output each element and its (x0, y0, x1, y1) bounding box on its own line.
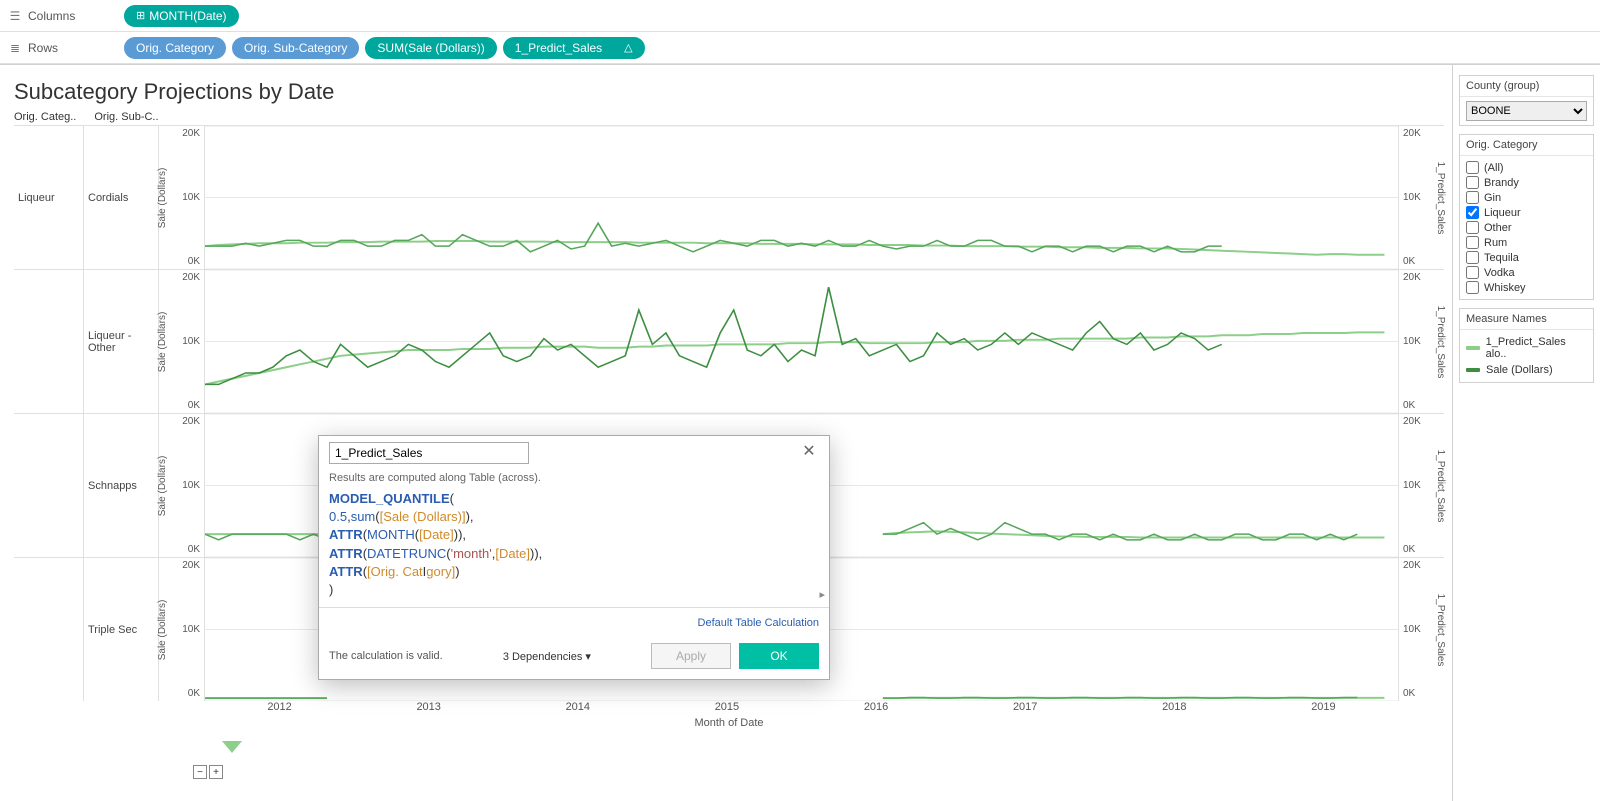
category-label (14, 270, 84, 413)
x-axis-year: 2019 (1249, 701, 1398, 713)
calculation-status: The calculation is valid. (329, 650, 443, 662)
filter-checkbox-row[interactable]: Liqueur (1466, 205, 1587, 220)
filter-checkbox-row[interactable]: Other (1466, 220, 1587, 235)
x-axis-title: Month of Date (14, 717, 1444, 729)
x-axis-year: 2015 (652, 701, 801, 713)
field-pill[interactable]: ⊞ MONTH(Date) (124, 5, 239, 27)
filter-checkbox-label: Vodka (1484, 267, 1515, 279)
calculation-formula-editor[interactable]: MODEL_QUANTILE(0.5,sum([Sale (Dollars)])… (319, 488, 829, 608)
y-axis-left: Sale (Dollars)20K10K0K (159, 126, 205, 269)
subcategory-label: Cordials (84, 126, 159, 269)
collapse-icon[interactable]: − (193, 765, 207, 779)
dependencies-dropdown[interactable]: 3 Dependencies ▾ (503, 650, 591, 663)
filter-checkbox[interactable] (1466, 236, 1479, 249)
field-pill[interactable]: SUM(Sale (Dollars)) (365, 37, 496, 59)
category-filter-title: Orig. Category (1460, 135, 1593, 156)
filter-checkbox[interactable] (1466, 281, 1479, 294)
filter-checkbox[interactable] (1466, 251, 1479, 264)
y-axis-left: Sale (Dollars)20K10K0K (159, 270, 205, 413)
y-axis-left: Sale (Dollars)20K10K0K (159, 558, 205, 701)
columns-shelf[interactable]: ☰ Columns ⊞ MONTH(Date) (0, 0, 1600, 32)
filter-checkbox[interactable] (1466, 266, 1479, 279)
legend-item[interactable]: 1_Predict_Sales alo.. (1466, 334, 1587, 362)
column-header-category: Orig. Categ.. (14, 111, 76, 123)
filter-checkbox-row[interactable]: Brandy (1466, 175, 1587, 190)
category-filter-card: Orig. Category (All) Brandy Gin Liqueur Othe… (1459, 134, 1594, 300)
axis-indicator-icon (222, 741, 242, 753)
county-filter-title: County (group) (1460, 76, 1593, 97)
chart-row: Liqueur - OtherSale (Dollars)20K10K0K 20… (14, 269, 1444, 413)
rows-shelf-label: ≣ Rows (8, 41, 118, 55)
filter-checkbox-label: Tequila (1484, 252, 1519, 264)
legend-title: Measure Names (1460, 309, 1593, 330)
x-axis-year: 2016 (802, 701, 951, 713)
filter-checkbox-row[interactable]: (All) (1466, 160, 1587, 175)
field-pill[interactable]: Orig. Category (124, 37, 226, 59)
x-axis-year: 2017 (951, 701, 1100, 713)
subcategory-label: Liqueur - Other (84, 270, 159, 413)
filter-checkbox-label: Whiskey (1484, 282, 1526, 294)
legend-card: Measure Names 1_Predict_Sales alo.. Sale … (1459, 308, 1594, 383)
y-axis-right: 20K10K0K1_Predict_Sales (1398, 270, 1444, 413)
calculation-editor-dialog: ✕ Results are computed along Table (acro… (318, 435, 830, 680)
filter-checkbox-row[interactable]: Whiskey (1466, 280, 1587, 295)
y-axis-right: 20K10K0K1_Predict_Sales (1398, 558, 1444, 701)
y-axis-right: 20K10K0K1_Predict_Sales (1398, 126, 1444, 269)
visualization-area[interactable]: Subcategory Projections by Date Orig. Ca… (0, 65, 1452, 801)
apply-button[interactable]: Apply (651, 643, 731, 669)
county-filter-select[interactable]: BOONE (1466, 101, 1587, 121)
filter-checkbox-row[interactable]: Tequila (1466, 250, 1587, 265)
chart-plot[interactable] (205, 126, 1398, 269)
legend-swatch (1466, 368, 1480, 372)
filter-checkbox-label: Other (1484, 222, 1512, 234)
column-header-subcategory: Orig. Sub-C.. (94, 111, 158, 123)
filter-checkbox-row[interactable]: Gin (1466, 190, 1587, 205)
close-icon[interactable]: ✕ (799, 443, 819, 463)
y-axis-right: 20K10K0K1_Predict_Sales (1398, 414, 1444, 557)
chart-row: LiqueurCordialsSale (Dollars)20K10K0K 20… (14, 125, 1444, 269)
rows-shelf[interactable]: ≣ Rows Orig. Category Orig. Sub-Category S… (0, 32, 1600, 64)
category-label (14, 414, 84, 557)
legend-item[interactable]: Sale (Dollars) (1466, 362, 1587, 378)
x-axis-year: 2013 (354, 701, 503, 713)
columns-icon: ☰ (8, 9, 22, 23)
field-pill[interactable]: 1_Predict_Sales △ (503, 37, 645, 59)
subcategory-label: Schnapps (84, 414, 159, 557)
legend-swatch (1466, 346, 1480, 350)
filter-checkbox[interactable] (1466, 221, 1479, 234)
calculation-hint: Results are computed along Table (across… (319, 470, 829, 488)
filter-checkbox-label: Gin (1484, 192, 1501, 204)
filter-checkbox-label: Rum (1484, 237, 1507, 249)
county-filter-card: County (group) BOONE (1459, 75, 1594, 126)
filter-checkbox[interactable] (1466, 176, 1479, 189)
x-axis-year: 2012 (205, 701, 354, 713)
filter-checkbox-row[interactable]: Rum (1466, 235, 1587, 250)
filter-checkbox-label: (All) (1484, 162, 1504, 174)
category-label: Liqueur (14, 126, 84, 269)
y-axis-left: Sale (Dollars)20K10K0K (159, 414, 205, 557)
x-axis-year: 2014 (503, 701, 652, 713)
legend-label: Sale (Dollars) (1486, 364, 1553, 376)
field-pill[interactable]: Orig. Sub-Category (232, 37, 359, 59)
chart-plot[interactable] (205, 270, 1398, 413)
columns-shelf-label: ☰ Columns (8, 9, 118, 23)
viz-title: Subcategory Projections by Date (14, 79, 1444, 105)
calculation-name-input[interactable] (329, 442, 529, 464)
legend-label: 1_Predict_Sales alo.. (1486, 336, 1587, 360)
default-table-calc-link[interactable]: Default Table Calculation (698, 617, 819, 629)
filter-checkbox-row[interactable]: Vodka (1466, 265, 1587, 280)
filter-checkbox[interactable] (1466, 206, 1479, 219)
category-label (14, 558, 84, 701)
x-axis-year: 2018 (1100, 701, 1249, 713)
filter-checkbox-label: Liqueur (1484, 207, 1521, 219)
rows-icon: ≣ (8, 41, 22, 55)
side-panel: County (group) BOONE Orig. Category (All… (1452, 65, 1600, 801)
filter-checkbox[interactable] (1466, 161, 1479, 174)
expand-editor-icon[interactable]: ▸ (819, 588, 825, 603)
ok-button[interactable]: OK (739, 643, 819, 669)
filter-checkbox[interactable] (1466, 191, 1479, 204)
filter-checkbox-label: Brandy (1484, 177, 1519, 189)
subcategory-label: Triple Sec (84, 558, 159, 701)
expand-icon[interactable]: + (209, 765, 223, 779)
